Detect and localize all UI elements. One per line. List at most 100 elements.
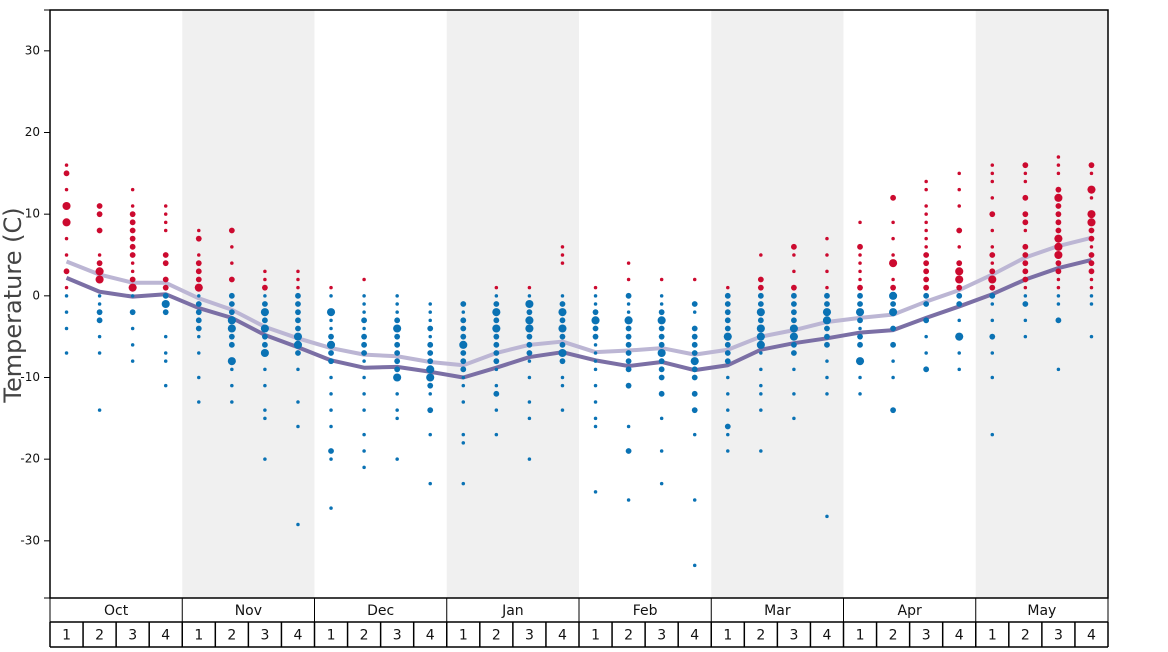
- temperature-dot: [526, 333, 533, 340]
- week-label: 3: [393, 628, 402, 644]
- temperature-dot: [293, 332, 303, 341]
- temperature-dot: [956, 260, 963, 267]
- temperature-dot: [990, 171, 995, 176]
- temperature-dot: [759, 392, 763, 396]
- temperature-dot: [295, 309, 301, 316]
- temperature-dot: [262, 333, 268, 340]
- temperature-dot: [492, 324, 501, 333]
- temperature-dot: [891, 253, 895, 257]
- temperature-dot: [593, 400, 598, 404]
- temperature-dot: [625, 366, 632, 373]
- temperature-dot: [1055, 317, 1062, 324]
- week-label: 1: [194, 628, 203, 644]
- temperature-dot: [428, 302, 432, 306]
- temperature-dot: [428, 334, 432, 339]
- temperature-dot: [857, 341, 863, 348]
- temperature-dot: [197, 400, 201, 404]
- temperature-dot: [890, 194, 896, 201]
- week-label: 3: [1054, 628, 1063, 644]
- temperature-dot: [957, 318, 961, 323]
- temperature-dot: [461, 441, 466, 445]
- temperature-dot: [296, 277, 300, 282]
- temperature-dot: [625, 382, 632, 389]
- temperature-dot: [197, 375, 201, 380]
- temperature-dot: [527, 285, 532, 290]
- week-label: 1: [591, 628, 600, 644]
- temperature-dot: [96, 309, 103, 316]
- temperature-dot: [263, 277, 267, 282]
- temperature-dot: [460, 301, 467, 307]
- temperature-dot: [558, 324, 567, 333]
- temperature-dot: [791, 309, 797, 316]
- temperature-dot: [726, 375, 730, 380]
- temperature-dot: [97, 334, 102, 339]
- temperature-dot: [62, 218, 71, 227]
- temperature-dot: [792, 269, 796, 274]
- temperature-dot: [494, 383, 499, 388]
- trend-line: [65, 235, 1092, 368]
- temperature-dot: [591, 316, 600, 325]
- temperature-dot: [329, 506, 333, 510]
- week-label: 2: [492, 628, 501, 644]
- temperature-dot: [957, 245, 961, 249]
- temperature-dot: [791, 341, 797, 348]
- temperature-dot: [1054, 242, 1063, 251]
- temperature-dot: [130, 261, 135, 265]
- week-label: 4: [426, 628, 435, 644]
- temperature-dot: [690, 357, 699, 366]
- temperature-dot: [1087, 218, 1096, 227]
- temperature-dot: [658, 309, 665, 316]
- temperature-dot: [1022, 219, 1029, 226]
- temperature-dot: [228, 276, 235, 283]
- week-label: 2: [360, 628, 369, 644]
- week-label: 1: [988, 628, 997, 644]
- temperature-dot: [759, 449, 763, 453]
- temperature-dot: [394, 350, 401, 356]
- month-label: Jan: [501, 603, 524, 619]
- y-tick-label: 0: [32, 288, 40, 302]
- week-label: 1: [327, 628, 336, 644]
- temperature-dot: [757, 276, 764, 283]
- temperature-dot: [296, 522, 300, 527]
- temperature-dot: [64, 294, 69, 298]
- temperature-dot: [328, 350, 334, 356]
- temperature-dot: [789, 324, 798, 333]
- temperature-dot: [329, 326, 333, 331]
- temperature-dot: [691, 366, 698, 373]
- temperature-dot: [163, 204, 168, 208]
- temperature-dot: [96, 227, 103, 234]
- temperature-dot: [891, 220, 895, 225]
- temperature-dot: [197, 351, 201, 355]
- temperature-dot: [461, 432, 466, 437]
- temperature-dot: [1022, 243, 1029, 250]
- temperature-dot: [163, 383, 168, 388]
- temperature-dot: [63, 170, 70, 177]
- temperature-dot: [890, 301, 896, 307]
- temperature-dot: [1055, 186, 1062, 193]
- temperature-dot: [825, 392, 829, 396]
- temperature-dot: [890, 284, 896, 291]
- temperature-dot: [659, 481, 664, 486]
- temperature-dot: [427, 382, 434, 389]
- temperature-dot: [493, 358, 500, 365]
- temperature-dot: [560, 261, 565, 265]
- temperature-dot: [1055, 219, 1062, 226]
- temperature-dot: [263, 294, 267, 298]
- temperature-dot: [1055, 203, 1062, 209]
- temperature-dot: [560, 375, 565, 380]
- temperature-dot: [361, 333, 367, 340]
- temperature-dot: [560, 408, 565, 412]
- temperature-dot: [1089, 334, 1094, 339]
- temperature-dot: [426, 373, 435, 382]
- temperature-dot: [129, 219, 136, 226]
- trend-line: [65, 257, 1092, 380]
- temperature-dot: [64, 310, 69, 314]
- temperature-dot: [558, 308, 567, 317]
- temperature-dot: [263, 408, 267, 412]
- temperature-dot: [427, 325, 434, 332]
- temperature-dot: [163, 334, 168, 339]
- temperature-dot: [230, 400, 234, 404]
- temperature-dot: [757, 301, 764, 307]
- temperature-dot: [161, 299, 170, 309]
- month-label: Nov: [235, 603, 262, 619]
